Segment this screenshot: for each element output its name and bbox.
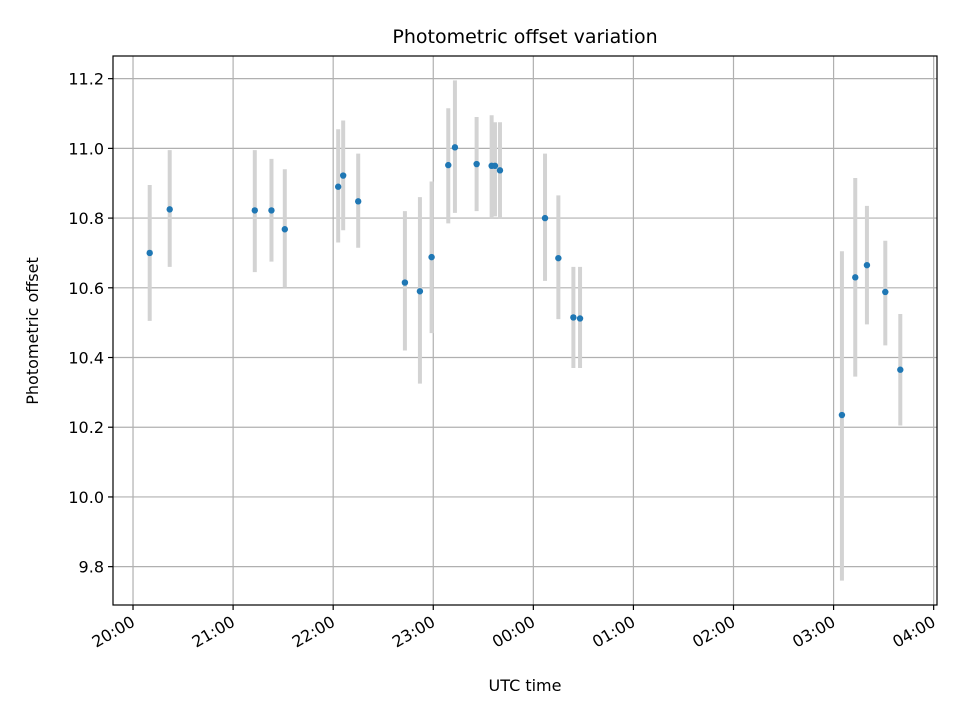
chart-title: Photometric offset variation — [392, 26, 657, 48]
x-tick-label: 02:00 — [689, 612, 738, 652]
data-point — [401, 279, 409, 286]
data-point — [576, 315, 584, 322]
data-point — [570, 314, 577, 321]
y-axis-ticks: 9.8 10.0 10.2 10.4 10.6 10.8 11.0 11.2 — [68, 70, 113, 577]
data-point — [496, 167, 504, 174]
data-point — [354, 198, 362, 205]
data-point — [281, 226, 289, 233]
data-point — [541, 214, 549, 222]
x-axis-ticks: 20:00 21:00 22:00 23:00 00:00 01:00 02:00 03:00… — [89, 605, 939, 652]
x-tick-label: 01:00 — [589, 612, 638, 652]
y-tick-label: 10.6 — [68, 279, 104, 298]
data-point — [334, 183, 342, 190]
y-axis-label: Photometric offset — [23, 257, 42, 405]
data-points — [146, 144, 904, 419]
data-point — [882, 288, 889, 296]
data-point — [445, 161, 452, 169]
data-point — [451, 144, 459, 151]
y-tick-label: 11.0 — [68, 139, 104, 158]
data-point — [473, 160, 480, 168]
x-tick-label: 23:00 — [389, 612, 438, 652]
data-point — [897, 366, 904, 373]
plot-frame — [112, 55, 938, 606]
data-point — [491, 162, 499, 169]
x-tick-label: 04:00 — [889, 612, 938, 652]
data-point — [863, 261, 871, 269]
data-point — [268, 207, 275, 214]
data-point — [251, 207, 258, 214]
y-tick-label: 9.8 — [79, 558, 104, 577]
x-tick-label: 00:00 — [489, 612, 538, 652]
y-tick-label: 10.8 — [68, 209, 104, 228]
y-tick-label: 10.2 — [68, 418, 104, 437]
data-point — [339, 172, 347, 179]
x-tick-label: 20:00 — [89, 612, 138, 652]
data-point — [166, 206, 173, 213]
data-point — [852, 274, 859, 281]
x-tick-label: 21:00 — [189, 612, 238, 652]
data-point — [555, 254, 562, 262]
x-axis-label: UTC time — [489, 676, 562, 695]
grid-lines — [113, 56, 937, 605]
data-point — [416, 288, 424, 295]
data-point — [428, 253, 435, 261]
x-tick-label: 03:00 — [789, 612, 838, 652]
y-tick-label: 10.4 — [68, 349, 104, 368]
data-point — [838, 411, 846, 419]
error-bars — [147, 80, 903, 581]
y-tick-label: 11.2 — [68, 70, 104, 89]
x-tick-label: 22:00 — [289, 612, 338, 652]
y-tick-label: 10.0 — [68, 488, 104, 507]
data-point — [146, 249, 153, 257]
